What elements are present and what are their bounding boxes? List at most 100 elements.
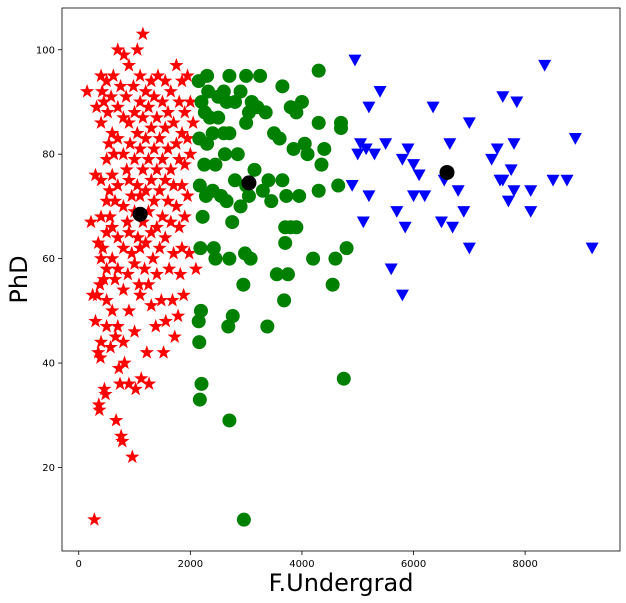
data-point-s1-83 — [311, 183, 326, 198]
data-point-s1-73 — [286, 141, 301, 156]
data-point-s0-43 — [105, 303, 120, 317]
data-point-s2-46 — [585, 242, 599, 255]
data-point-s0-29 — [99, 225, 114, 239]
data-point-s0-141 — [158, 73, 173, 88]
data-point-s1-21 — [208, 251, 223, 266]
data-point-s0-128 — [149, 110, 164, 124]
data-point-s0-167 — [174, 125, 190, 140]
data-point-s2-25 — [446, 221, 460, 234]
data-point-s1-8 — [194, 376, 209, 391]
data-point-s0-134 — [152, 183, 167, 197]
data-point-s1-91 — [336, 371, 351, 386]
data-point-s0-77 — [121, 225, 137, 239]
data-point-s2-38 — [507, 185, 521, 197]
data-point-s0-47 — [107, 272, 123, 286]
data-point-s3-1 — [241, 175, 257, 191]
data-point-s0-133 — [152, 131, 167, 145]
data-point-s0-83 — [125, 449, 140, 464]
data-point-s1-85 — [317, 141, 332, 156]
x-tick-label: 4000 — [289, 559, 314, 570]
data-point-s0-171 — [177, 104, 192, 119]
data-point-s0-51 — [110, 99, 125, 114]
data-point-s0-9 — [91, 345, 106, 359]
data-point-s2-29 — [462, 242, 476, 255]
data-point-s1-60 — [264, 194, 279, 209]
data-point-s0-112 — [139, 345, 154, 359]
data-point-s0-121 — [144, 225, 159, 239]
data-point-s0-150 — [163, 84, 178, 98]
data-point-s1-5 — [191, 314, 206, 329]
data-point-s0-173 — [177, 209, 192, 223]
data-point-s0-39 — [105, 125, 120, 140]
data-point-s0-114 — [141, 151, 156, 166]
data-point-s0-131 — [149, 266, 164, 281]
data-point-s0-145 — [158, 313, 173, 328]
data-point-s0-179 — [183, 146, 198, 161]
data-point-s0-95 — [131, 277, 147, 291]
data-point-s0-6 — [89, 99, 104, 114]
data-point-s0-90 — [128, 381, 143, 396]
data-point-s0-180 — [186, 115, 201, 129]
data-point-s2-20 — [418, 190, 432, 203]
data-point-s0-61 — [115, 433, 130, 448]
data-point-s1-79 — [300, 147, 315, 162]
data-point-s2-43 — [546, 174, 560, 187]
data-point-s0-139 — [155, 209, 170, 223]
data-point-s2-35 — [501, 195, 515, 208]
data-point-s0-126 — [146, 193, 162, 208]
x-tick-label: 2000 — [178, 559, 203, 570]
data-point-s2-14 — [395, 289, 409, 302]
data-point-s0-15 — [93, 115, 109, 129]
data-marks — [79, 26, 599, 527]
data-point-s1-90 — [334, 121, 348, 136]
data-point-s0-98 — [132, 141, 148, 156]
data-point-s0-174 — [180, 68, 195, 82]
data-point-s0-124 — [146, 89, 162, 103]
data-point-s0-56 — [110, 318, 125, 333]
data-point-s2-45 — [568, 133, 582, 145]
x-tick-label: 8000 — [512, 559, 537, 570]
data-point-s0-19 — [93, 334, 109, 349]
data-point-s1-20 — [206, 241, 221, 256]
data-point-s0-0 — [79, 84, 95, 98]
data-point-s0-3 — [87, 512, 102, 526]
data-point-s1-28 — [217, 147, 232, 162]
data-point-s1-50 — [241, 188, 256, 203]
data-point-s0-5 — [88, 313, 103, 328]
data-point-s1-41 — [233, 84, 248, 99]
data-point-s0-70 — [119, 89, 134, 103]
x-tick-label: 6000 — [401, 559, 426, 570]
data-point-s0-42 — [105, 251, 120, 265]
data-point-s0-49 — [108, 412, 124, 427]
data-point-s1-40 — [230, 147, 245, 162]
data-point-s1-22 — [208, 157, 223, 172]
data-point-s0-148 — [160, 193, 176, 208]
data-point-s1-32 — [222, 68, 237, 83]
data-point-s0-17 — [93, 209, 109, 223]
data-point-s1-14 — [200, 68, 215, 83]
data-point-s0-89 — [127, 324, 142, 338]
data-point-s2-16 — [401, 143, 415, 156]
data-point-s0-164 — [172, 219, 187, 234]
data-point-s0-116 — [141, 277, 156, 291]
data-point-s0-75 — [121, 115, 137, 129]
data-point-s0-63 — [116, 146, 131, 161]
data-point-s0-130 — [149, 219, 164, 234]
data-point-s0-162 — [172, 94, 187, 109]
data-point-s0-58 — [112, 376, 128, 390]
data-point-s0-34 — [101, 136, 116, 150]
data-point-s0-35 — [102, 183, 117, 197]
data-point-s1-63 — [272, 131, 287, 146]
data-point-s0-66 — [116, 282, 131, 297]
data-point-s0-97 — [132, 94, 148, 109]
data-point-s1-2 — [192, 178, 207, 193]
data-point-s1-76 — [292, 188, 307, 203]
data-point-s2-39 — [510, 96, 524, 109]
y-tick-label: 100 — [36, 45, 55, 56]
data-point-s2-2 — [351, 148, 365, 161]
data-point-s0-170 — [176, 287, 191, 302]
data-point-s2-36 — [504, 164, 518, 177]
data-point-s1-37 — [225, 309, 240, 324]
data-point-s2-41 — [524, 206, 538, 218]
